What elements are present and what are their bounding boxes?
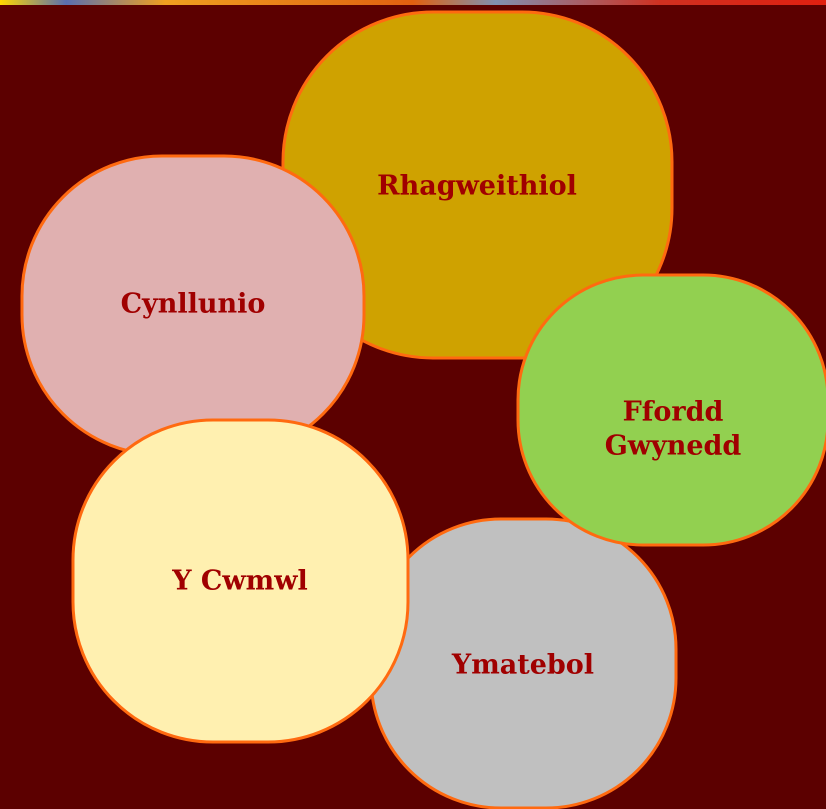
node-label: Ffordd [623,397,724,428]
node-label: Cynllunio [121,289,266,320]
node-label: Gwynedd [605,431,742,462]
node-label: Rhagweithiol [377,171,577,202]
nodes: Rhagweithiol Cynllunio Ymatebol FforddGwyne… [20,10,826,809]
node-shape [516,273,826,547]
node-label: Ymatebol [451,650,594,681]
node-shape [71,418,410,744]
node-label: Y Cwmwl [171,566,307,597]
top-strip [0,0,826,5]
